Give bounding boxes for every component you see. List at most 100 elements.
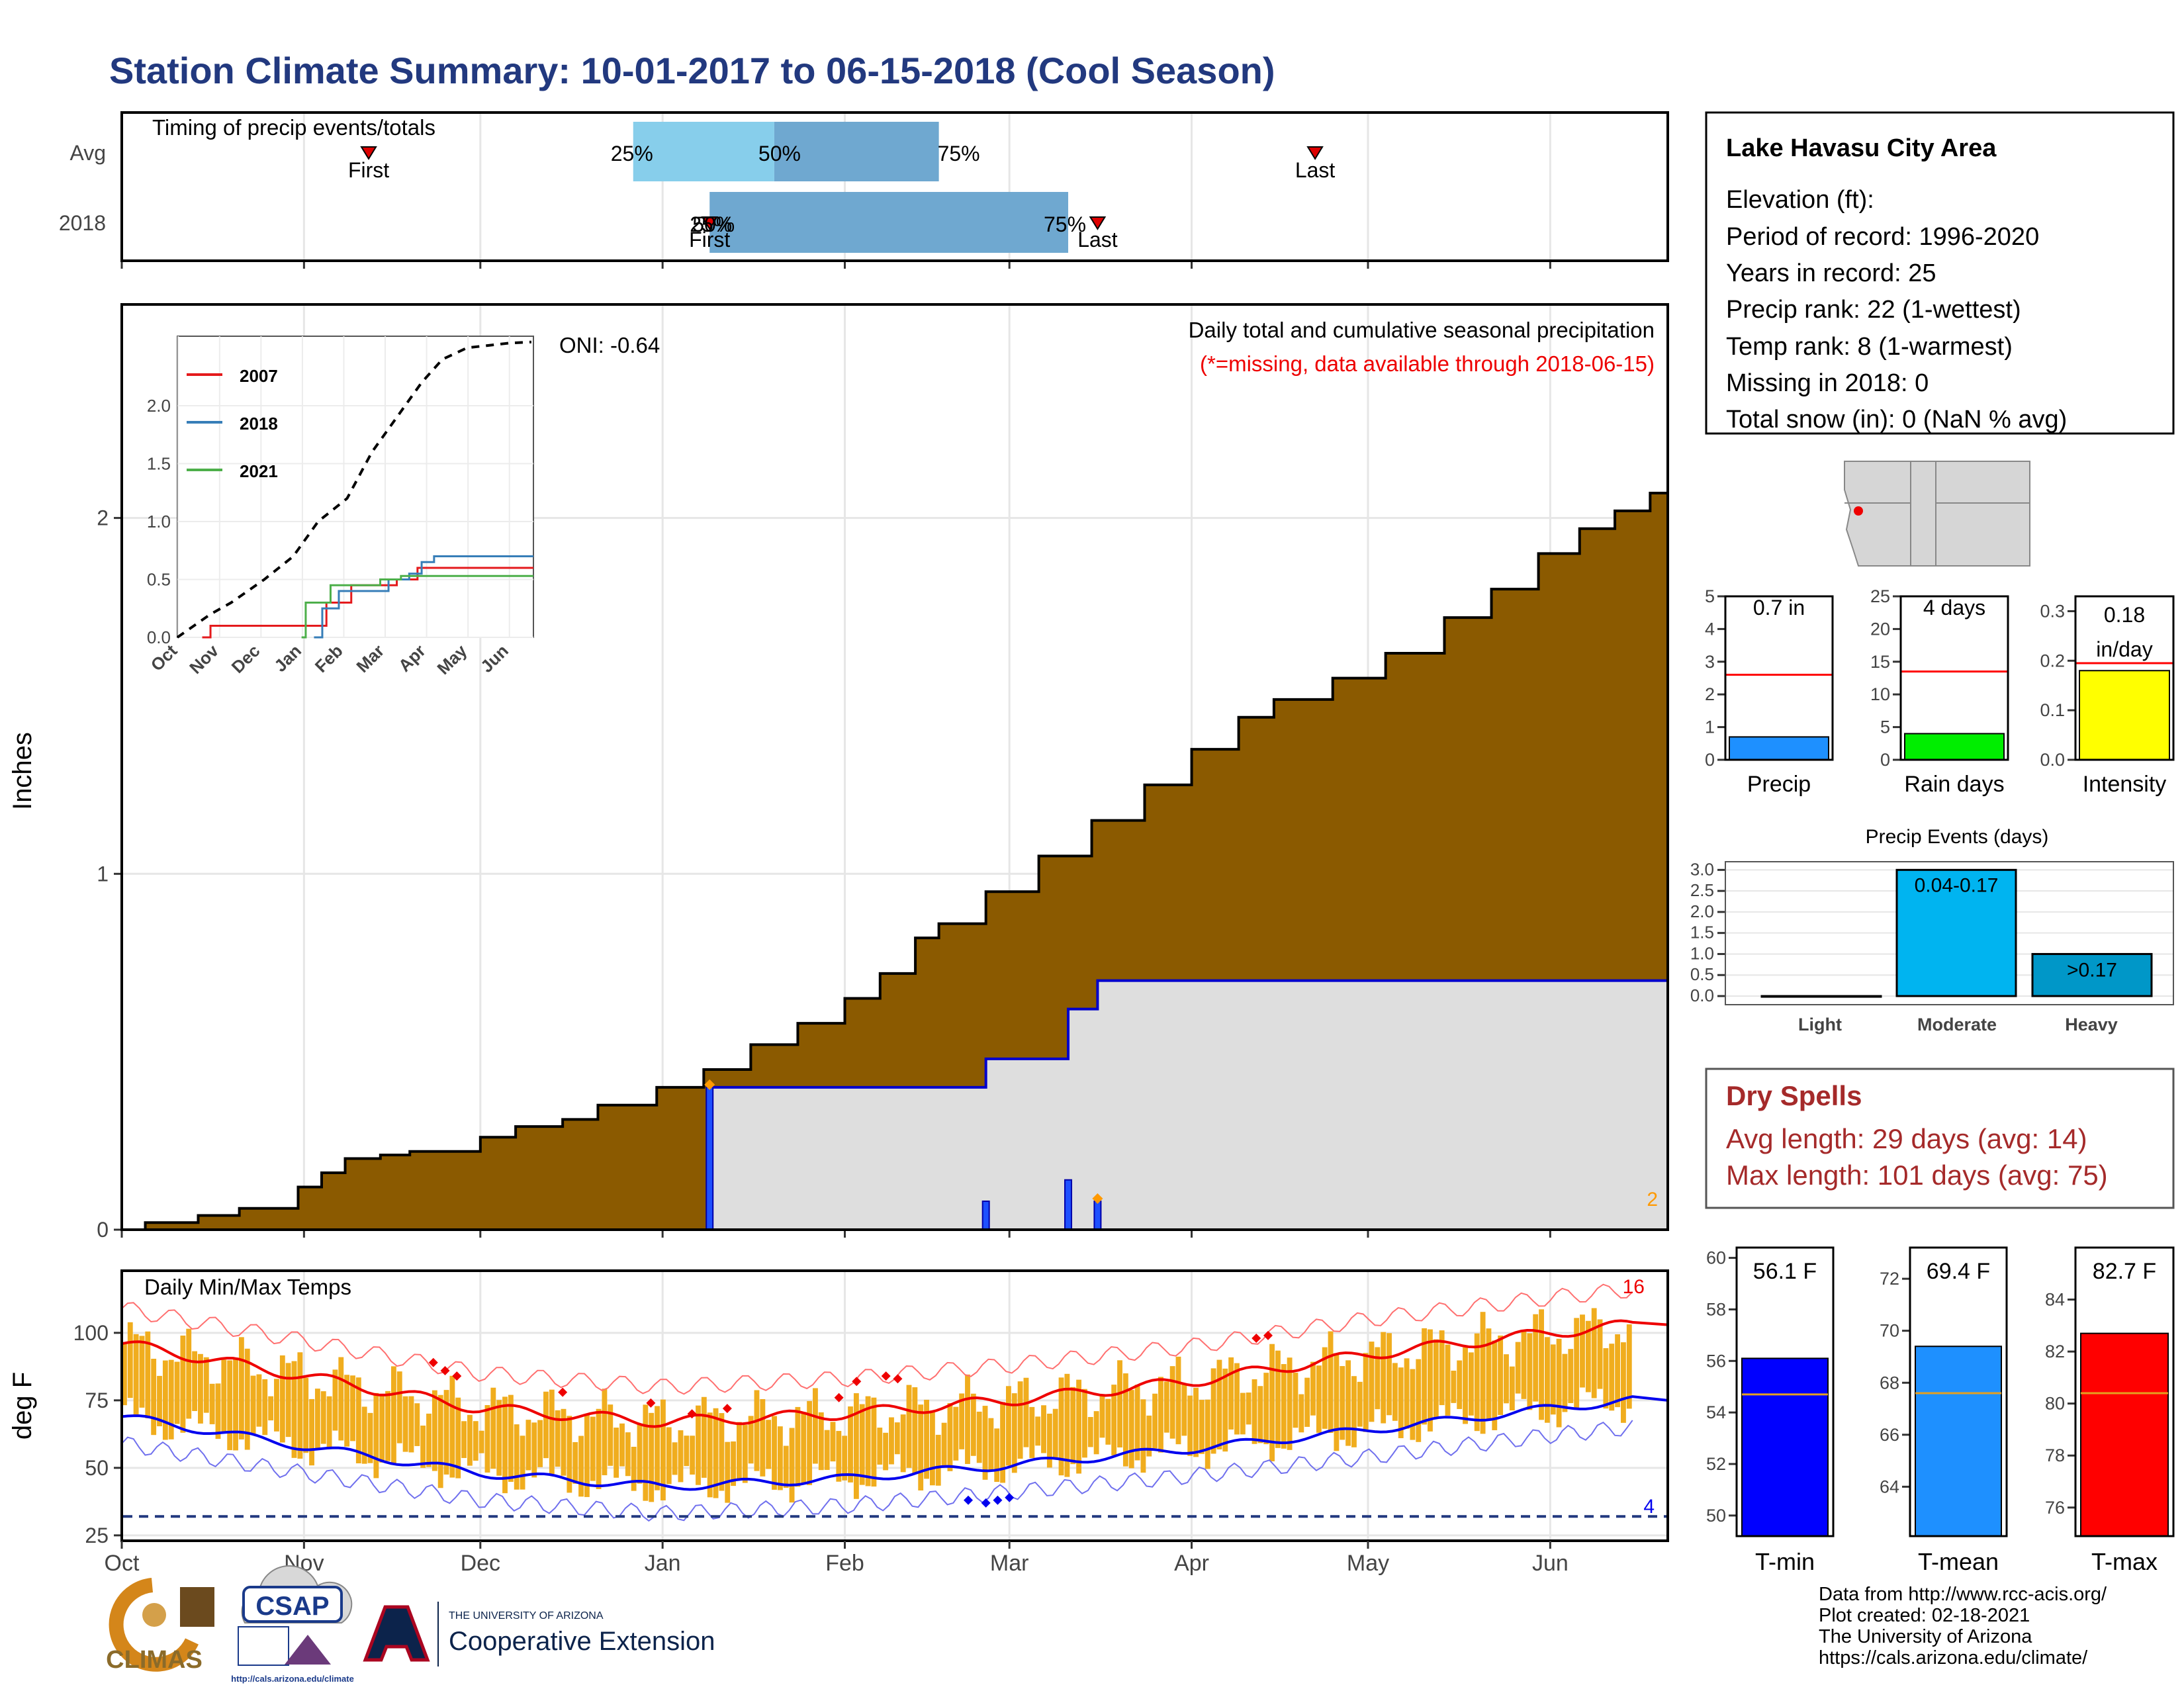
climas-logo: CLIMAS xyxy=(106,1578,214,1674)
daily-temp-bar xyxy=(918,1404,924,1491)
climas-logo-block xyxy=(180,1587,214,1627)
daily-temp-bar xyxy=(127,1322,133,1398)
tmin-ytick-label: 54 xyxy=(1706,1402,1726,1422)
events-heavy-range: >0.17 xyxy=(2067,959,2117,981)
month-axis-ticks xyxy=(120,1541,1551,1549)
daily-temp-bar xyxy=(514,1424,520,1490)
daily-temp-bar xyxy=(929,1410,935,1486)
daily-temp-bar xyxy=(1287,1357,1293,1450)
tmean-label: T-mean xyxy=(1918,1548,1999,1575)
daily-temp-bar xyxy=(935,1434,941,1486)
missing-data-diamond xyxy=(1092,1193,1103,1204)
daily-temp-bar xyxy=(754,1390,760,1471)
daily-temp-bar xyxy=(619,1423,625,1467)
year-75pct-label: 75% xyxy=(1044,212,1086,236)
info-precip-rank: Precip rank: 22 (1-wettest) xyxy=(1726,296,2021,324)
record-low-diamond xyxy=(964,1495,974,1505)
record-high-diamond xyxy=(881,1371,891,1381)
daily-temp-bar xyxy=(1527,1333,1533,1410)
daily-temp-bar xyxy=(649,1412,655,1502)
daily-temp-bar xyxy=(1404,1358,1410,1429)
daily-temp-bar xyxy=(244,1348,250,1450)
daily-temp-bar xyxy=(1457,1360,1463,1409)
tmean-ytick-label: 64 xyxy=(1880,1477,1899,1496)
daily-precip-bar xyxy=(705,1086,714,1231)
mini-intensity-ytick-label: 0.0 xyxy=(2040,750,2065,770)
tmax-ytick-label: 78 xyxy=(2045,1445,2065,1465)
record-high-diamond xyxy=(646,1398,656,1408)
daily-temp-bar xyxy=(332,1369,338,1431)
dry-spells-frame xyxy=(1705,1068,2175,1209)
daily-temp-bar xyxy=(1480,1312,1486,1434)
mini-intensity-ytick-label: 0.1 xyxy=(2040,700,2065,720)
daily-temp-bar xyxy=(859,1404,865,1485)
mini-intensity-label: Intensity xyxy=(2083,772,2167,797)
daily-temp-bar xyxy=(783,1445,789,1488)
daily-temp-bar xyxy=(865,1396,871,1486)
info-snow: Total snow (in): 0 (NaN % avg) xyxy=(1726,406,2067,434)
precip-ylabel: Inches xyxy=(8,732,37,810)
legend-label-2021: 2021 xyxy=(240,461,278,481)
events-title: Precip Events (days) xyxy=(1866,826,2049,848)
timing-panel: Timing of precip events/totals Avg 2018 … xyxy=(59,111,1669,269)
daily-temp-bar xyxy=(1621,1342,1626,1423)
daily-temp-bar xyxy=(1422,1328,1428,1425)
record-high-diamond xyxy=(440,1365,450,1375)
temp-count-bottom: 4 xyxy=(1643,1496,1655,1518)
timing-triangle-marker xyxy=(360,146,377,160)
daily-temp-bar xyxy=(139,1336,145,1408)
daily-temp-bar xyxy=(1146,1415,1152,1457)
daily-temp-bar xyxy=(168,1359,174,1440)
tmean-yticks: 64 66 68 70 72 xyxy=(1880,1269,1910,1496)
daily-temp-bar xyxy=(1597,1319,1603,1389)
avg-first-label: First xyxy=(348,158,389,182)
daily-temp-bar xyxy=(1298,1394,1304,1433)
daily-temp-bar xyxy=(643,1404,649,1501)
daily-temp-bar xyxy=(221,1359,227,1433)
map-state-border-nm xyxy=(1910,461,2030,566)
month-label-apr: Apr xyxy=(1174,1551,1209,1576)
daily-temp-bar xyxy=(361,1406,367,1464)
daily-temp-bar xyxy=(1428,1329,1433,1432)
daily-temp-bar xyxy=(1052,1408,1058,1460)
mini-raindays-value: 4 days xyxy=(1923,596,1985,619)
inset-frame xyxy=(177,336,534,638)
events-ytick-label: 3.0 xyxy=(1690,859,1714,879)
mini-raindays-ytick-label: 10 xyxy=(1870,684,1890,704)
inset-ytick-label: 1.0 xyxy=(147,512,171,531)
daily-temp-bar xyxy=(1035,1416,1041,1446)
mini-raindays-ytick-label: 20 xyxy=(1870,619,1890,639)
climas-wordmark: CLIMAS xyxy=(106,1646,203,1674)
missing-data-diamond xyxy=(704,1079,715,1090)
mini-intensity-chart: 0.0 0.1 0.2 0.3 0.18 in/day Intensity xyxy=(2040,595,2175,797)
daily-temp-bar xyxy=(1017,1381,1023,1459)
mini-precip-ytick-label: 2 xyxy=(1705,684,1715,704)
daily-temp-bar xyxy=(1392,1363,1398,1421)
locator-map xyxy=(1844,461,2030,567)
daily-temp-bar xyxy=(1251,1379,1257,1444)
dry-spells-title: Dry Spells xyxy=(1726,1080,1862,1111)
daily-temp-bar xyxy=(900,1414,906,1473)
tmin-ytick-label: 58 xyxy=(1706,1299,1726,1319)
tmin-bar xyxy=(1741,1357,1829,1537)
daily-temp-bar xyxy=(344,1375,350,1447)
daily-temp-bar xyxy=(186,1328,192,1419)
daily-temp-bar xyxy=(1304,1377,1310,1427)
timing-triangle-marker xyxy=(701,216,718,230)
daily-temp-bar xyxy=(959,1393,965,1449)
daily-temp-bar xyxy=(437,1394,443,1488)
avg-25-50-bar xyxy=(633,122,774,181)
mini-precip-ytick-label: 1 xyxy=(1705,717,1715,737)
avg-min-line xyxy=(121,1395,1668,1491)
mini-raindays-yticks: 0 5 10 15 20 25 xyxy=(1870,586,1901,770)
credit-data-source: Data from http://www.rcc-acis.org/ xyxy=(1819,1584,2107,1605)
info-temp-rank: Temp rank: 8 (1-warmest) xyxy=(1726,333,2013,361)
daily-temp-bar xyxy=(1228,1357,1234,1430)
inset-xtick-label: Mar xyxy=(352,641,388,676)
daily-temp-bar xyxy=(390,1366,396,1463)
daily-temp-bar xyxy=(1117,1360,1122,1448)
inset-series-2021 xyxy=(301,574,533,639)
daily-temp-bar xyxy=(373,1393,379,1479)
daily-temp-bar xyxy=(1568,1349,1574,1404)
tmin-ytick-label: 56 xyxy=(1706,1351,1726,1371)
